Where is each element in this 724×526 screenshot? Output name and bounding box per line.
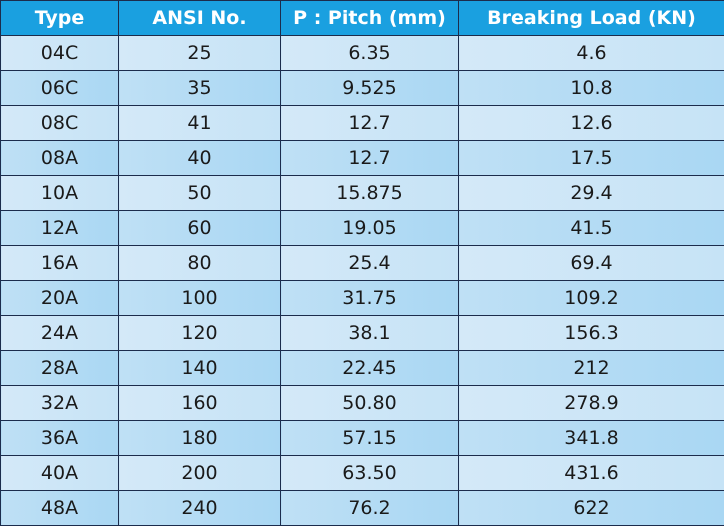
table-cell: 6.35 [281, 36, 459, 71]
header-cell: ANSI No. [119, 1, 281, 36]
table-cell: 06C [1, 71, 119, 106]
table-cell: 100 [119, 281, 281, 316]
table-cell: 31.75 [281, 281, 459, 316]
table-cell: 12A [1, 211, 119, 246]
table-cell: 4.6 [459, 36, 724, 71]
table-cell: 10.8 [459, 71, 724, 106]
table-cell: 160 [119, 386, 281, 421]
table-cell: 40A [1, 456, 119, 491]
table-cell: 156.3 [459, 316, 724, 351]
table-cell: 76.2 [281, 491, 459, 526]
table-cell: 50.80 [281, 386, 459, 421]
table-cell: 80 [119, 246, 281, 281]
table-cell: 431.6 [459, 456, 724, 491]
table-cell: 19.05 [281, 211, 459, 246]
table-cell: 28A [1, 351, 119, 386]
table-cell: 278.9 [459, 386, 724, 421]
table-cell: 20A [1, 281, 119, 316]
table-cell: 40 [119, 141, 281, 176]
table-cell: 50 [119, 176, 281, 211]
table-cell: 140 [119, 351, 281, 386]
table-cell: 12.7 [281, 141, 459, 176]
table-cell: 12.6 [459, 106, 724, 141]
header-cell: Breaking Load (KN) [459, 1, 724, 36]
table-cell: 16A [1, 246, 119, 281]
table-cell: 180 [119, 421, 281, 456]
table-cell: 9.525 [281, 71, 459, 106]
table-cell: 32A [1, 386, 119, 421]
table-cell: 41.5 [459, 211, 724, 246]
table-cell: 15.875 [281, 176, 459, 211]
table-cell: 22.45 [281, 351, 459, 386]
table-cell: 200 [119, 456, 281, 491]
table-cell: 25 [119, 36, 281, 71]
table-cell: 04C [1, 36, 119, 71]
header-cell: P : Pitch (mm) [281, 1, 459, 36]
table-cell: 60 [119, 211, 281, 246]
table-cell: 120 [119, 316, 281, 351]
table-cell: 17.5 [459, 141, 724, 176]
table-cell: 69.4 [459, 246, 724, 281]
table-cell: 622 [459, 491, 724, 526]
table-cell: 08A [1, 141, 119, 176]
table-cell: 57.15 [281, 421, 459, 456]
table-cell: 341.8 [459, 421, 724, 456]
table-cell: 38.1 [281, 316, 459, 351]
table-cell: 63.50 [281, 456, 459, 491]
table-cell: 24A [1, 316, 119, 351]
table-cell: 240 [119, 491, 281, 526]
table-cell: 10A [1, 176, 119, 211]
table-cell: 35 [119, 71, 281, 106]
table-cell: 25.4 [281, 246, 459, 281]
table-cell: 48A [1, 491, 119, 526]
table-cell: 36A [1, 421, 119, 456]
table-cell: 212 [459, 351, 724, 386]
table-cell: 41 [119, 106, 281, 141]
table-cell: 29.4 [459, 176, 724, 211]
table-cell: 08C [1, 106, 119, 141]
table-cell: 109.2 [459, 281, 724, 316]
table-cell: 12.7 [281, 106, 459, 141]
header-cell: Type [1, 1, 119, 36]
